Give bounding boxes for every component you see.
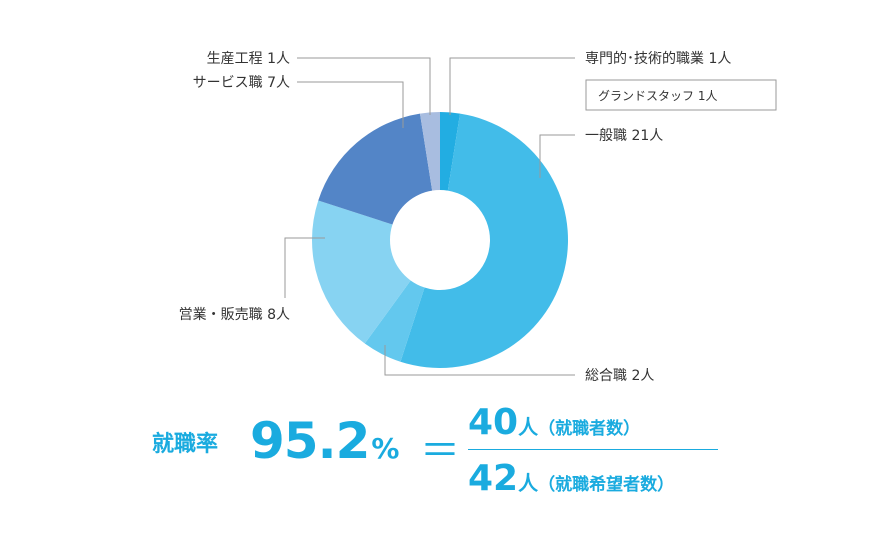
leader-sales xyxy=(284,237,325,298)
employment-rate-block: 就職率 95.2% ＝ 40人（就職者数） 42人（就職希望者数） xyxy=(150,400,770,510)
label-professional: 専門的･技術的職業 1人 xyxy=(585,51,731,67)
leader-production xyxy=(297,57,431,115)
numerator-note: （就職者数） xyxy=(538,419,641,439)
label-sales: 営業・販売職 8人 xyxy=(179,307,290,323)
fraction-bar xyxy=(468,449,718,450)
fraction-denominator: 42人（就職希望者数） xyxy=(468,458,674,499)
denominator-unit: 人 xyxy=(518,471,539,495)
rate-label: 就職率 xyxy=(152,432,219,457)
rate-unit: % xyxy=(371,432,399,465)
leader-service xyxy=(297,81,404,128)
donut-slice-1 xyxy=(400,113,568,368)
sub-note-text: グランドスタッフ 1人 xyxy=(598,89,717,103)
rate-value: 95.2% xyxy=(250,412,399,470)
label-service: サービス職 7人 xyxy=(193,75,290,91)
numerator-value: 40 xyxy=(468,402,519,443)
donut-slice-5 xyxy=(419,112,440,191)
donut-slice-4 xyxy=(318,113,433,225)
leader-career xyxy=(384,345,575,376)
denominator-value: 42 xyxy=(468,458,519,499)
rate-number: 95.2 xyxy=(250,412,370,470)
leader-general xyxy=(539,134,575,178)
equals-sign: ＝ xyxy=(420,428,460,474)
donut-chart: 専門的･技術的職業 1人 グランドスタッフ 1人 一般職 21人 総合職 2人 … xyxy=(179,51,777,384)
leader-professional xyxy=(449,57,575,115)
donut-slice-2 xyxy=(364,280,425,362)
denominator-note: （就職希望者数） xyxy=(538,475,675,495)
label-general: 一般職 21人 xyxy=(585,128,663,144)
numerator-unit: 人 xyxy=(518,415,539,439)
donut-slices xyxy=(312,112,568,368)
fraction-numerator: 40人（就職者数） xyxy=(468,402,640,443)
sub-note-box xyxy=(585,79,777,111)
label-career: 総合職 2人 xyxy=(585,368,654,384)
label-production: 生産工程 1人 xyxy=(207,51,290,67)
donut-slice-3 xyxy=(312,200,411,344)
donut-slice-0 xyxy=(440,112,461,191)
